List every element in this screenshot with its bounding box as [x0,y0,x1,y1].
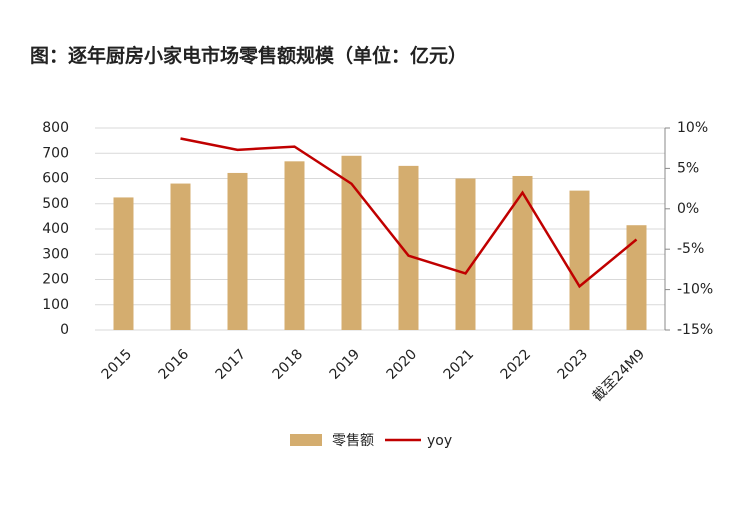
y-tick-label: 200 [42,272,69,288]
bar [284,161,305,330]
y2-tick-label: -10% [677,282,713,298]
y2-tick-label: 0% [677,201,699,217]
legend-swatch [290,434,322,446]
y-tick-label: 300 [42,246,69,262]
y2-tick-label: 5% [677,160,699,176]
y-tick-label: 800 [42,120,69,136]
y-tick-label: 100 [42,297,69,313]
chart-title: 图：逐年厨房小家电市场零售额规模（单位：亿元） [30,44,467,67]
bar [341,155,362,330]
x-tick-label: 2023 [555,346,592,383]
bar [455,178,476,330]
line [180,137,638,289]
x-tick-label: 2019 [327,346,364,383]
bar [398,165,419,330]
y-tick-label: 500 [42,196,69,212]
bar [113,197,134,330]
bar [170,183,191,330]
x-tick-label: 2018 [270,346,307,383]
legend-label: yoy [427,433,452,449]
y-tick-label: 400 [42,221,69,237]
y-tick-label: 600 [42,171,69,187]
x-tick-label: 2021 [441,346,478,383]
x-tick-label: 2017 [213,346,250,383]
bar [626,225,647,330]
y2-tick-label: -15% [677,322,713,338]
x-tick-label: 2015 [99,346,136,383]
x-tick-label: 截至24M9 [590,346,649,405]
bar [227,172,248,330]
x-tick-label: 2020 [384,346,421,383]
x-tick-label: 2016 [156,346,193,383]
bar [512,175,533,330]
x-tick-label: 2022 [498,346,535,383]
legend-label: 零售额 [332,433,374,449]
y2-tick-label: -5% [677,241,704,257]
y2-tick-label: 10% [677,120,708,136]
y-tick-label: 0 [60,322,69,338]
y-tick-label: 700 [42,145,69,161]
bar [569,190,590,330]
